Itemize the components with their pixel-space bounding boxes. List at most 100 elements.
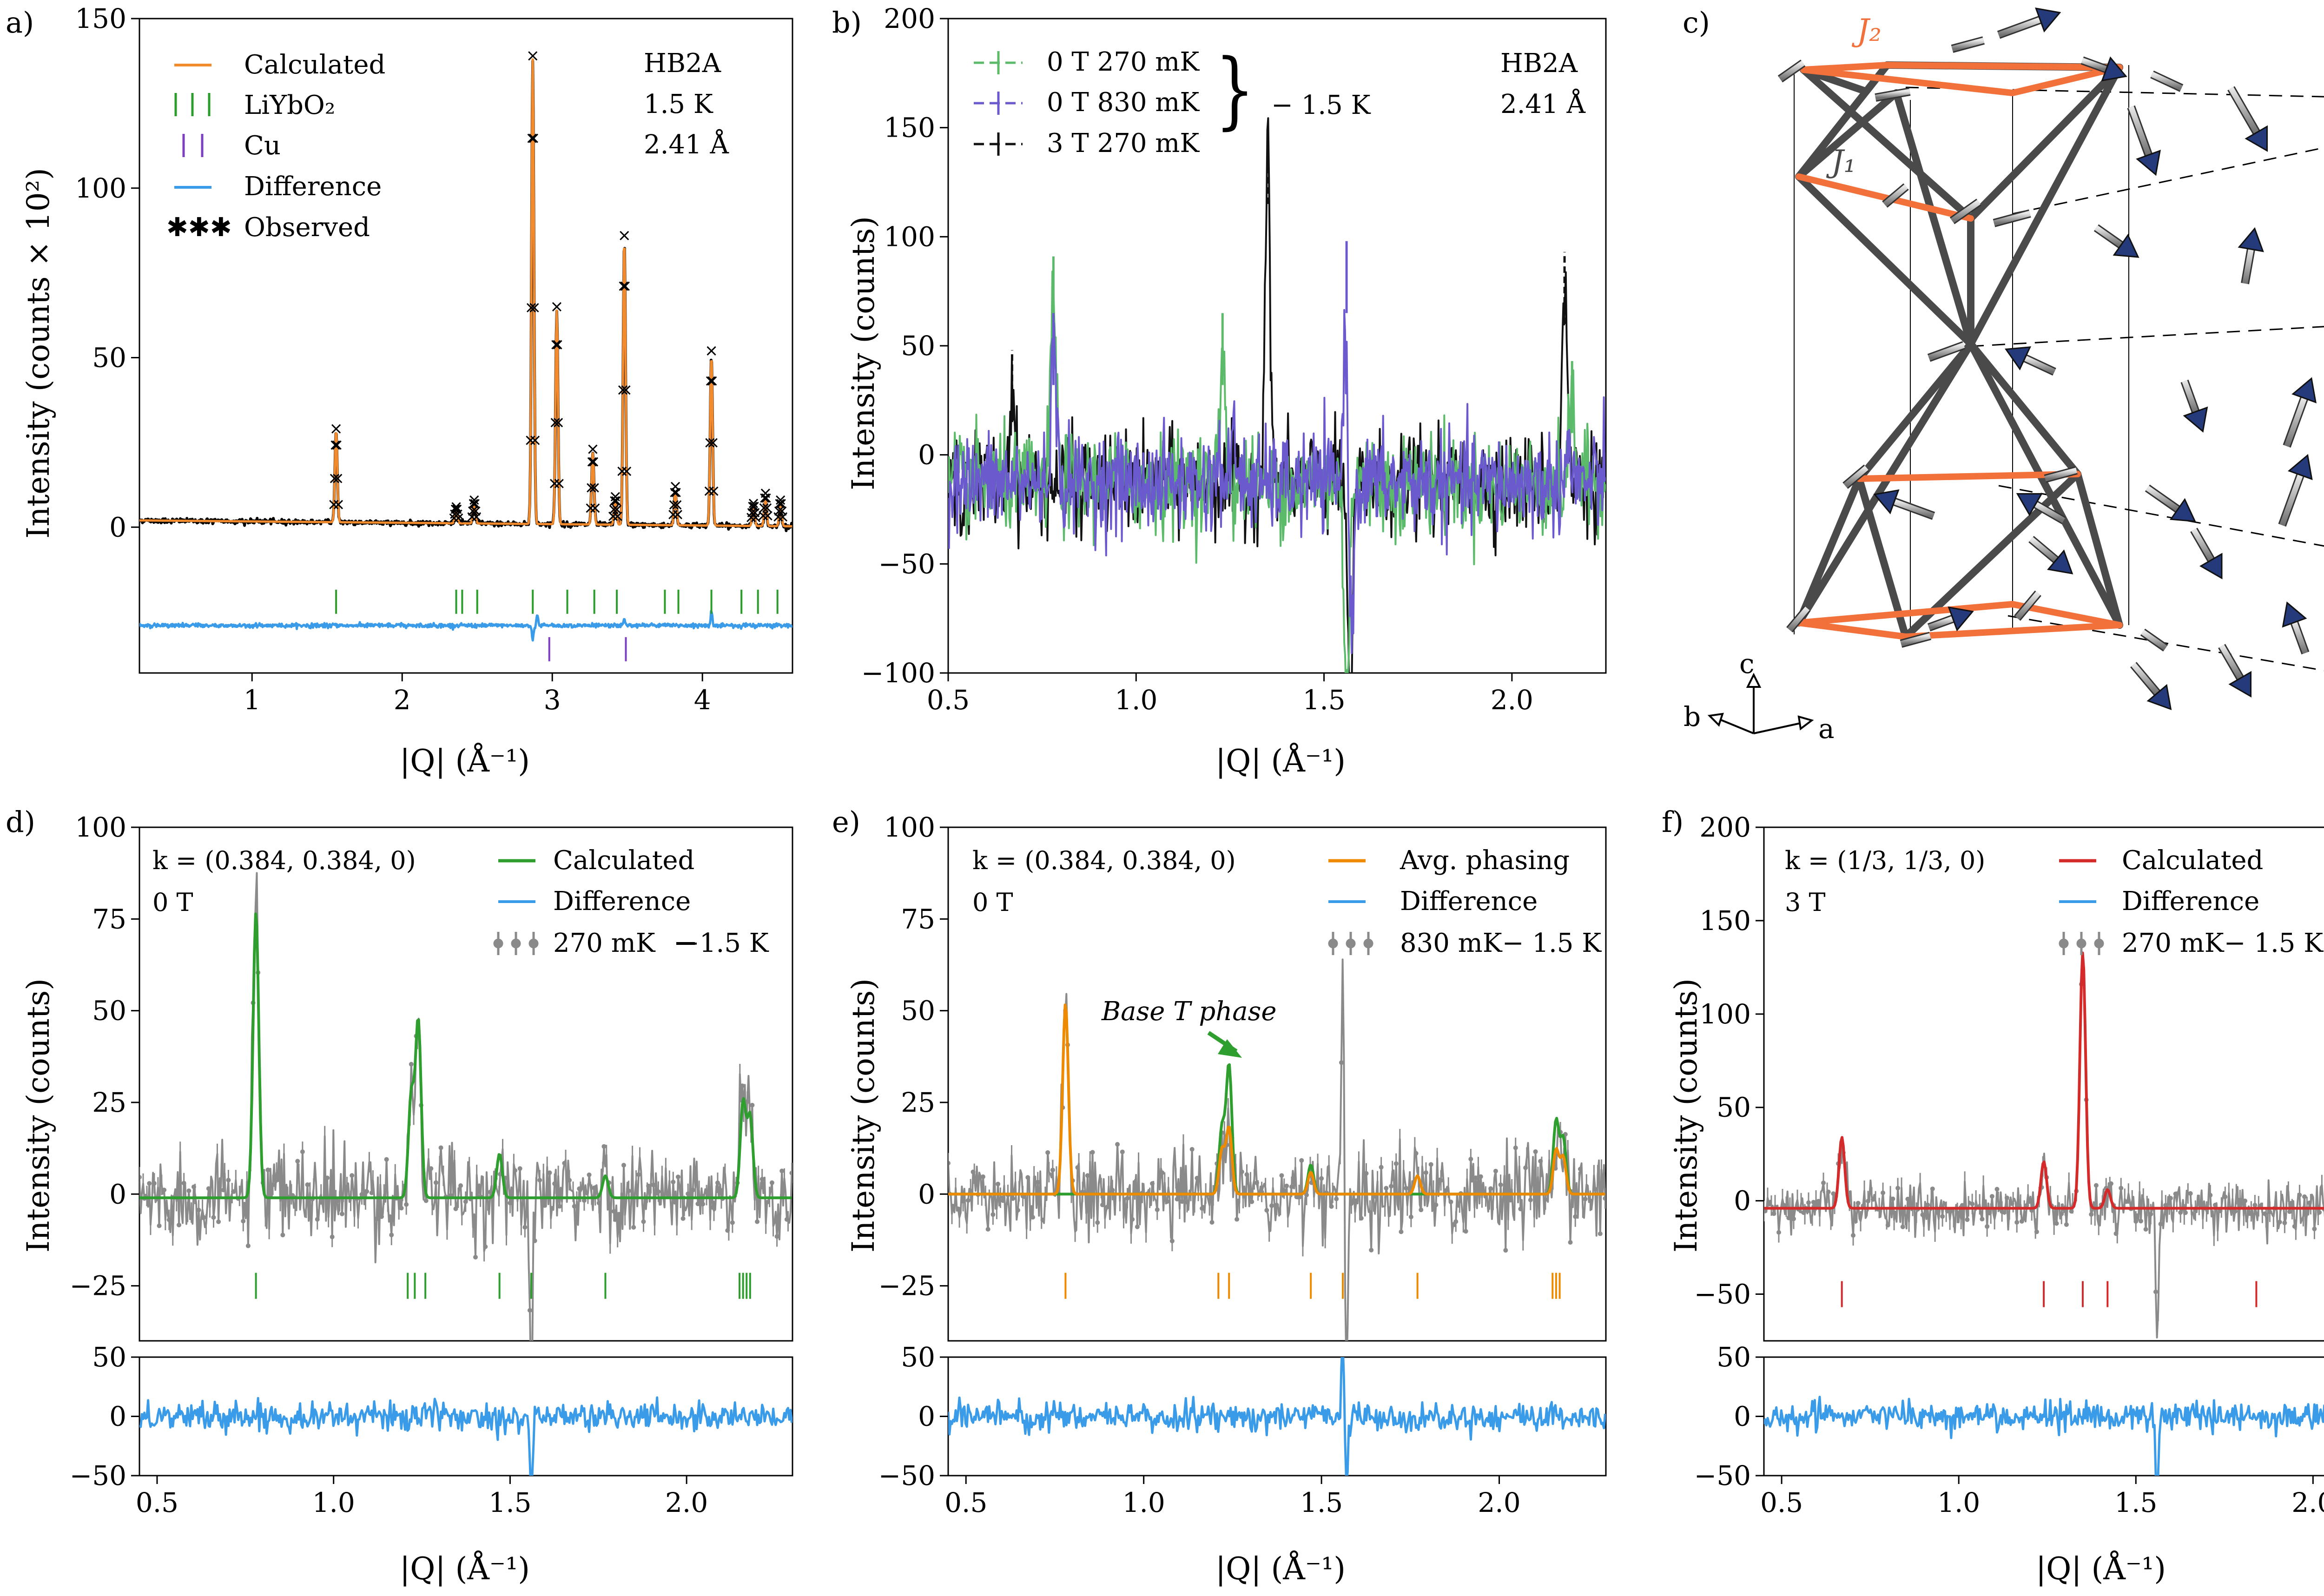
y-tick-label: 0 (918, 439, 935, 471)
observed-point (587, 1172, 592, 1177)
observed-point (537, 1178, 542, 1183)
observed-point (2148, 1212, 2153, 1217)
observed-point (1816, 1199, 1821, 1204)
observed-point (965, 1198, 971, 1203)
observed-marker (552, 302, 561, 312)
observed-point (1284, 1183, 1289, 1188)
observed-point (211, 1215, 216, 1220)
observed-point (2292, 1224, 2297, 1229)
observed-point (1573, 1214, 1578, 1219)
chart-f-xlabel: |Q| (Å⁻¹) (2036, 1551, 2166, 1587)
observed-point (1831, 1191, 1836, 1196)
observed-point (384, 1157, 389, 1162)
observed-point (201, 1215, 206, 1220)
chart-a-plot: 1 2 3 4 0 50 100 150 (75, 3, 793, 716)
observed-point (1169, 1239, 1175, 1244)
spin-head (2228, 671, 2252, 698)
chart-e-ylabel: Intensity (counts) (845, 978, 881, 1253)
observed-point (611, 1209, 616, 1214)
spin-arrow-blue (1927, 606, 1974, 632)
observed-point (2034, 1229, 2039, 1234)
observed-point (1533, 1149, 1538, 1154)
observed-marker (331, 424, 341, 434)
observed-point (700, 1201, 706, 1207)
observed-point (325, 1175, 330, 1181)
observed-point (2158, 1221, 2163, 1227)
y-tick-label: 75 (92, 903, 126, 935)
observed-point (359, 1192, 364, 1197)
observed-point (433, 1180, 438, 1185)
y-tick-label: 200 (1699, 811, 1751, 843)
observed-point (404, 1202, 409, 1207)
observed-point (1955, 1210, 1960, 1215)
calculated-line (139, 58, 792, 528)
j1-bond (1795, 173, 1974, 348)
spin-head (1948, 606, 1974, 632)
observed-marker (706, 376, 716, 386)
spin-rod (2291, 621, 2308, 654)
observed-point (1453, 1219, 1459, 1224)
observed-point (1354, 1198, 1359, 1203)
observed-point (241, 1219, 246, 1224)
spin-rod (1928, 616, 1954, 630)
observed-marker (672, 500, 682, 510)
observed-marker (450, 504, 460, 514)
chart-e-arrow-label: Base T phase (1101, 996, 1277, 1027)
observed-point (1443, 1188, 1448, 1193)
chart-a-legend: Calculated LiYbO₂ Cu Difference ✱✱✱ Obse… (166, 50, 385, 243)
observed-point (1895, 1186, 1901, 1191)
observed-point (245, 1243, 251, 1248)
observed-point (1513, 1145, 1518, 1150)
chart-f-annotation-2: 3 T (1785, 888, 1826, 917)
x-tick-label: 1.5 (489, 1487, 531, 1518)
spin-head (2005, 346, 2032, 370)
observed-point (740, 1083, 745, 1088)
observed-point (2000, 1209, 2005, 1214)
chart-e-annotation-2: 0 T (972, 888, 1013, 917)
spin-rod (2029, 537, 2058, 562)
observed-point (2143, 1227, 2148, 1232)
observed-point (181, 1181, 186, 1186)
legend-f-calculated: Calculated (2122, 845, 2263, 876)
axis-label-c: c (1739, 648, 1754, 679)
observed-point (1855, 1200, 1861, 1206)
observed-point (1135, 1224, 1140, 1229)
observed-point (2059, 1211, 2064, 1216)
spin-arrow-gray (1900, 632, 1932, 648)
observed-point (226, 1178, 231, 1183)
observed-point (2093, 1183, 2099, 1188)
observed-point (1945, 1208, 1950, 1213)
observed-point (162, 1187, 167, 1193)
legend-b-0t-830: 0 T 830 mK (1047, 87, 1200, 118)
observed-marker (554, 418, 563, 428)
observed-point (581, 1198, 587, 1203)
observed-point (1150, 1181, 1155, 1186)
observed-point (369, 1190, 374, 1195)
x-tick-label: 1.0 (1122, 1487, 1165, 1518)
j2-bond (1884, 62, 2123, 71)
observed-point (423, 1198, 429, 1203)
observed-point (1468, 1156, 1473, 1161)
observed-point (1478, 1174, 1483, 1179)
observed-point (231, 1189, 236, 1194)
y-tick-label: 50 (92, 342, 126, 374)
chart-a-annotation-3: 2.41 Å (644, 129, 729, 160)
spin-arrow-blue (2190, 528, 2223, 580)
observed-marker (748, 499, 759, 508)
y-tick-label: −25 (70, 1270, 126, 1302)
chart-b-ylabel: Intensity (counts) (845, 216, 881, 490)
observed-point (1603, 1196, 1606, 1201)
spin-rod (1883, 184, 1908, 207)
observed-point (750, 1102, 755, 1108)
observed-point (562, 1161, 567, 1166)
axes-frame (1763, 826, 2324, 1342)
observed-point (1503, 1248, 1508, 1253)
chart-d-annotation-2: 0 T (152, 888, 193, 917)
spin-arrow-blue (2028, 536, 2073, 574)
y-tick-label: 0 (109, 1178, 126, 1210)
difference-line (1764, 1396, 2324, 1476)
j2-bond (1796, 601, 2016, 626)
observed-marker (451, 502, 461, 512)
difference-line (948, 1357, 1606, 1476)
observed-point (680, 1216, 686, 1221)
